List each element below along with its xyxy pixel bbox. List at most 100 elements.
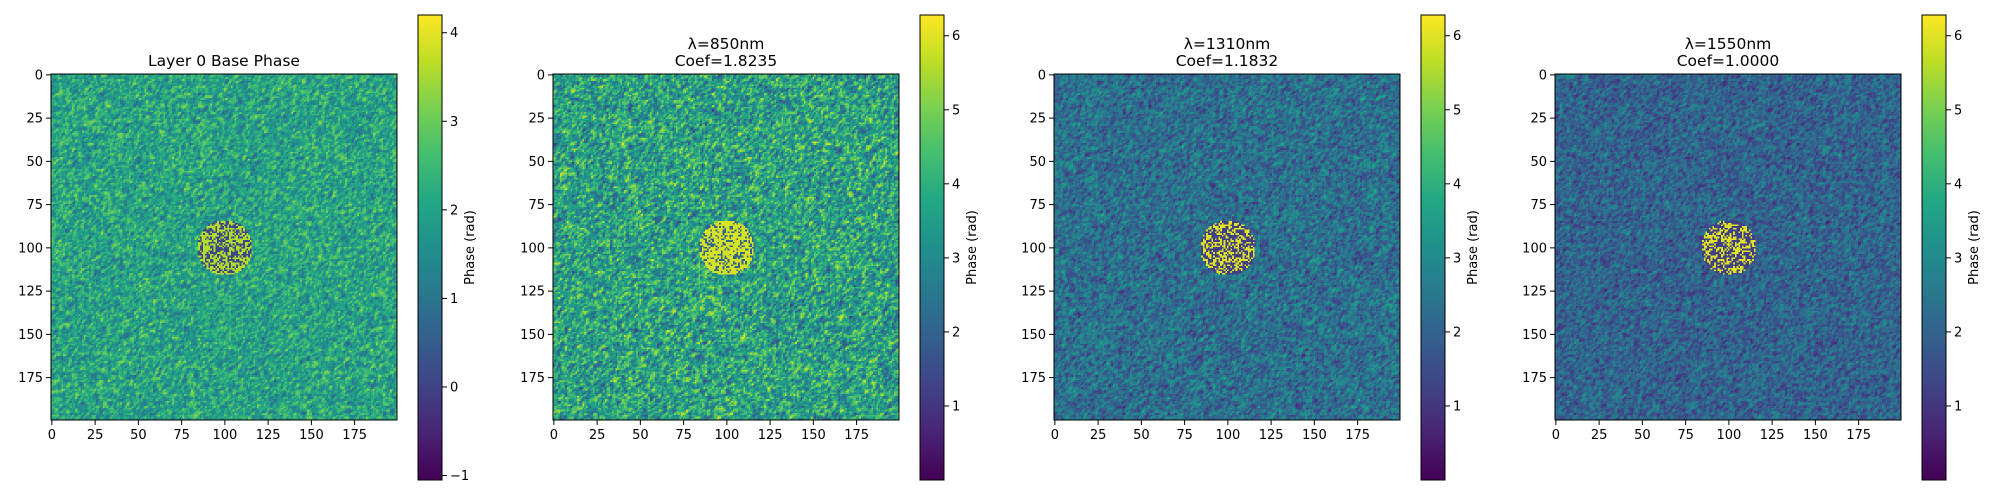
x-tick-label: 50: [1634, 428, 1651, 443]
y-tick-label: 100: [520, 241, 545, 256]
panel-title: Coef=1.0000: [1677, 52, 1780, 70]
x-tick-label: 150: [1302, 428, 1327, 443]
colorbar-tick-label: 1: [952, 399, 960, 414]
y-tick-label: 125: [1021, 285, 1046, 300]
colorbar-frame: [417, 14, 443, 481]
x-tick-label: 150: [801, 428, 826, 443]
y-tick-label: 100: [1522, 241, 1547, 256]
y-tick-label: 50: [26, 155, 43, 170]
panel-title: λ=850nm: [688, 35, 765, 53]
x-tick-label: 175: [844, 428, 869, 443]
x-tick-label: 50: [1133, 428, 1150, 443]
panel-1: 0 25 50 75 100 125 150 1750255075100125150175λ=…: [520, 14, 980, 481]
colorbar-tick-label: 5: [952, 103, 960, 118]
y-tick-label: 0: [1038, 68, 1046, 83]
x-tick-label: 175: [1345, 428, 1370, 443]
x-tick-label: 0: [550, 428, 558, 443]
colorbar-tick-label: 6: [952, 29, 960, 44]
x-tick-label: 100: [212, 428, 237, 443]
colorbar-tick-label: 2: [952, 325, 960, 340]
y-tick-label: 50: [528, 155, 545, 170]
panel-title: Coef=1.8235: [675, 52, 778, 70]
colorbar-tick-label: 0: [450, 381, 458, 396]
x-tick-label: 125: [256, 428, 281, 443]
y-tick-label: 150: [520, 328, 545, 343]
y-tick-label: 50: [1029, 155, 1046, 170]
panel-title: Coef=1.1832: [1176, 52, 1279, 70]
panel-title: λ=1310nm: [1184, 35, 1271, 53]
y-tick-label: 75: [1029, 198, 1046, 213]
y-tick-label: 75: [528, 198, 545, 213]
x-tick-label: 125: [758, 428, 783, 443]
axes-frame: [50, 73, 398, 421]
colorbar-tick-label: 5: [1954, 103, 1962, 118]
colorbar-tick-label: 1: [1954, 399, 1962, 414]
y-tick-label: 25: [1530, 112, 1547, 127]
x-tick-label: 0: [1051, 428, 1059, 443]
axes-frame: [1554, 73, 1902, 421]
x-tick-label: 25: [589, 428, 606, 443]
x-tick-label: 150: [1803, 428, 1828, 443]
colorbar-tick-label: 1: [450, 292, 458, 307]
x-tick-label: 75: [1176, 428, 1193, 443]
phase-heatmap: [51, 74, 397, 420]
colorbar-tick-label: 4: [1954, 177, 1962, 192]
y-tick-label: 25: [1029, 112, 1046, 127]
y-tick-label: 25: [528, 112, 545, 127]
y-tick-label: 175: [520, 371, 545, 386]
x-tick-label: 0: [48, 428, 56, 443]
phase-heatmap: [1054, 74, 1400, 420]
x-tick-label: 50: [130, 428, 147, 443]
colorbar-tick-label: 6: [1954, 29, 1962, 44]
y-tick-label: 25: [26, 112, 43, 127]
y-tick-label: 175: [1021, 371, 1046, 386]
colorbar-tick-label: −1: [450, 469, 469, 484]
colorbar-frame: [1921, 14, 1947, 481]
phase-heatmap: [553, 74, 899, 420]
colorbar-label: Phase (rad): [1466, 210, 1481, 285]
panel-0: 0 25 50 75 100 125 150 175 0 25 50 75 100 125 150 175 La…: [18, 14, 478, 484]
colorbar-label: Phase (rad): [1967, 210, 1982, 285]
panel-3: 0 25 50 75 100 125 150 1750255075100125150175λ=…: [1522, 14, 1982, 481]
x-tick-label: 100: [1215, 428, 1240, 443]
colorbar-tick-label: 4: [952, 177, 960, 192]
y-tick-label: 125: [1522, 285, 1547, 300]
colorbar-tick-label: 3: [1954, 251, 1962, 266]
colorbar-tick-label: 5: [1453, 103, 1461, 118]
colorbar-tick-label: 2: [1453, 325, 1461, 340]
axes-frame: [552, 73, 900, 421]
colorbar-frame: [919, 14, 945, 481]
x-tick-label: 125: [1259, 428, 1284, 443]
x-tick-label: 75: [1677, 428, 1694, 443]
y-tick-label: 50: [1530, 155, 1547, 170]
x-tick-label: 100: [1716, 428, 1741, 443]
colorbar-tick-label: 6: [1453, 29, 1461, 44]
panel-title: λ=1550nm: [1685, 35, 1772, 53]
y-tick-label: 125: [18, 285, 43, 300]
colorbar: [418, 15, 442, 480]
colorbar-tick-label: 2: [450, 203, 458, 218]
colorbar-tick-label: 4: [1453, 177, 1461, 192]
x-tick-label: 75: [173, 428, 190, 443]
colorbar-label: Phase (rad): [965, 210, 980, 285]
x-tick-label: 175: [1846, 428, 1871, 443]
colorbar-tick-label: 4: [450, 26, 458, 41]
panel-2: 0 25 50 75 100 125 150 1750255075100125150175λ=…: [1021, 14, 1481, 481]
y-tick-label: 175: [1522, 371, 1547, 386]
colorbar: [1922, 15, 1946, 480]
y-tick-label: 100: [1021, 241, 1046, 256]
x-tick-label: 150: [299, 428, 324, 443]
panel-title: Layer 0 Base Phase: [148, 52, 300, 70]
x-tick-label: 0: [1552, 428, 1560, 443]
colorbar-tick-label: 3: [450, 115, 458, 130]
y-tick-label: 0: [1539, 68, 1547, 83]
y-tick-label: 150: [1522, 328, 1547, 343]
colorbar-tick-label: 3: [1453, 251, 1461, 266]
x-tick-label: 25: [87, 428, 104, 443]
x-tick-label: 75: [675, 428, 692, 443]
phase-heatmap: [1555, 74, 1901, 420]
y-tick-label: 175: [18, 371, 43, 386]
x-tick-label: 50: [632, 428, 649, 443]
x-tick-label: 25: [1090, 428, 1107, 443]
colorbar-tick-label: 1: [1453, 399, 1461, 414]
